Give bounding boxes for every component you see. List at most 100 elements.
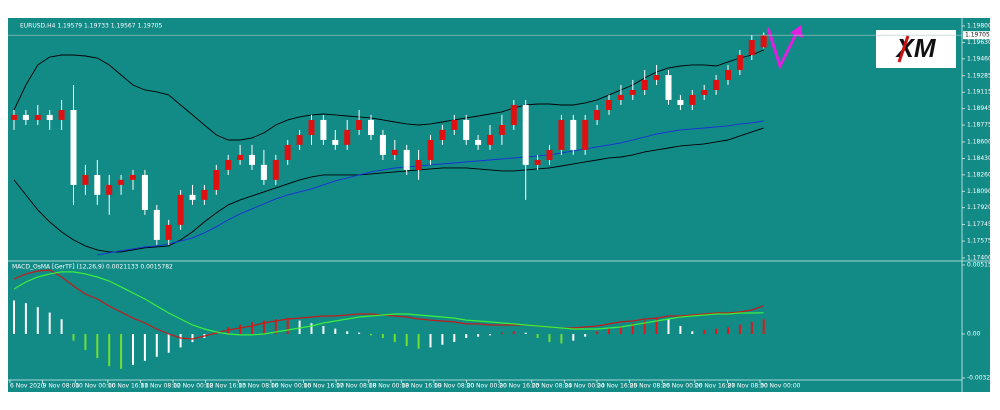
candle-body (463, 119, 470, 140)
candle-body (332, 139, 339, 145)
histogram-bar (346, 331, 349, 335)
histogram-bar (298, 320, 301, 335)
histogram-bar (381, 334, 384, 339)
candle-body (725, 69, 731, 80)
candle-body (748, 40, 755, 55)
histogram-bar (358, 332, 361, 335)
candle-body (713, 79, 720, 90)
candle-body (201, 189, 208, 200)
y-tick-label: 1.18945 (967, 105, 992, 112)
overlay-line (13, 127, 764, 253)
candle-body (415, 159, 422, 170)
x-tick-label: 18 Nov 00:00 (369, 383, 410, 390)
histogram-bar (631, 323, 634, 335)
histogram-bar (251, 321, 253, 335)
x-tick-label: 10 Nov 16:00 (108, 383, 149, 390)
candle-body (677, 99, 684, 105)
x-tick-label: 12 Nov 00:00 (173, 383, 214, 390)
candle-body (308, 119, 315, 135)
y-tick-label: 1.19800 (967, 22, 992, 29)
y-tick-label: 1.19285 (967, 72, 992, 79)
histogram-bar (286, 317, 289, 335)
x-tick-label: 17 Nov 08:00 (336, 383, 377, 390)
histogram-bar (715, 328, 718, 335)
y-tick-label: 0.00 (967, 331, 981, 338)
histogram-bar (572, 334, 575, 341)
y-tick-label: 1.18775 (967, 122, 992, 129)
x-tick-label: 20 Nov 16:00 (499, 383, 540, 390)
histogram-bar (465, 334, 468, 339)
x-tick-label: 30 Nov 00:00 (760, 383, 801, 390)
x-tick-label: 6 Nov 2020 (10, 383, 45, 390)
histogram-bar (453, 334, 456, 343)
candle-body (487, 134, 493, 145)
histogram-bar (560, 334, 563, 344)
histogram-bar (679, 325, 682, 335)
candle-body (617, 94, 624, 100)
y-tick-label: 1.17400 (967, 254, 992, 261)
candle-body (653, 74, 660, 80)
x-tick-label: 13 Nov 08:00 (238, 383, 279, 390)
histogram-bar (72, 334, 75, 341)
indicator-title: MACD_OsMA [GerTF] (12,26,9) 0.0021133 0.… (12, 264, 173, 271)
histogram-bar (167, 334, 170, 353)
histogram-bar (536, 334, 539, 339)
y-tick-label: 1.18600 (967, 138, 992, 145)
histogram-bar (13, 300, 15, 335)
histogram-bar (548, 334, 551, 343)
candle-body (534, 159, 541, 165)
histogram-bar (596, 331, 599, 335)
candle-body (391, 149, 398, 155)
candle-body (427, 139, 434, 160)
histogram-bar (500, 332, 503, 335)
histogram-bar (60, 319, 63, 335)
x-tick-label: 24 Nov 16:00 (597, 383, 638, 390)
candle-body (94, 174, 101, 195)
histogram-bar (393, 334, 396, 343)
y-tick-label: 1.17745 (967, 221, 992, 228)
candle-body (58, 109, 65, 120)
candle-body (760, 35, 767, 48)
candle-body (344, 129, 351, 145)
histogram-bar (643, 320, 646, 335)
candle-body (141, 174, 148, 210)
candle-body (11, 114, 17, 120)
chart-title: EURUSD,H4 1.19579 1.19733 1.19567 1.1970… (20, 23, 162, 30)
histogram-bar (84, 334, 87, 351)
logo-box (876, 30, 956, 68)
candle-body (213, 169, 220, 190)
histogram-bar (155, 334, 158, 357)
histogram-bar (584, 334, 587, 337)
histogram-bar (477, 334, 480, 337)
histogram-bar (227, 327, 230, 335)
histogram-bar (48, 312, 51, 335)
candle-body (272, 159, 279, 180)
candle-body (606, 99, 612, 110)
candle-body (665, 74, 672, 100)
histogram-bar (512, 331, 515, 335)
candle-body (475, 139, 482, 145)
candle-body (284, 144, 291, 160)
histogram-bar (667, 319, 670, 335)
y-tick-label: 1.17920 (967, 204, 992, 211)
candle-body (379, 134, 386, 155)
x-tick-label: 11 Nov 08:00 (140, 383, 181, 390)
histogram-bar (24, 303, 27, 335)
x-tick-label: 27 Nov 08:00 (727, 383, 768, 390)
histogram-bar (524, 332, 527, 335)
histogram-bar (322, 325, 325, 335)
histogram-bar (262, 320, 265, 335)
x-tick-label: 24 Nov 00:00 (564, 383, 605, 390)
histogram-bar (274, 319, 277, 335)
candle-body (34, 114, 41, 120)
overlay-line (13, 49, 764, 141)
candle-body (46, 114, 53, 120)
candle-body (106, 184, 113, 195)
candle-body (368, 119, 374, 135)
candle-body (689, 94, 696, 105)
histogram-bar (750, 321, 753, 335)
candle-body (736, 54, 743, 70)
histogram-bar (36, 307, 39, 335)
